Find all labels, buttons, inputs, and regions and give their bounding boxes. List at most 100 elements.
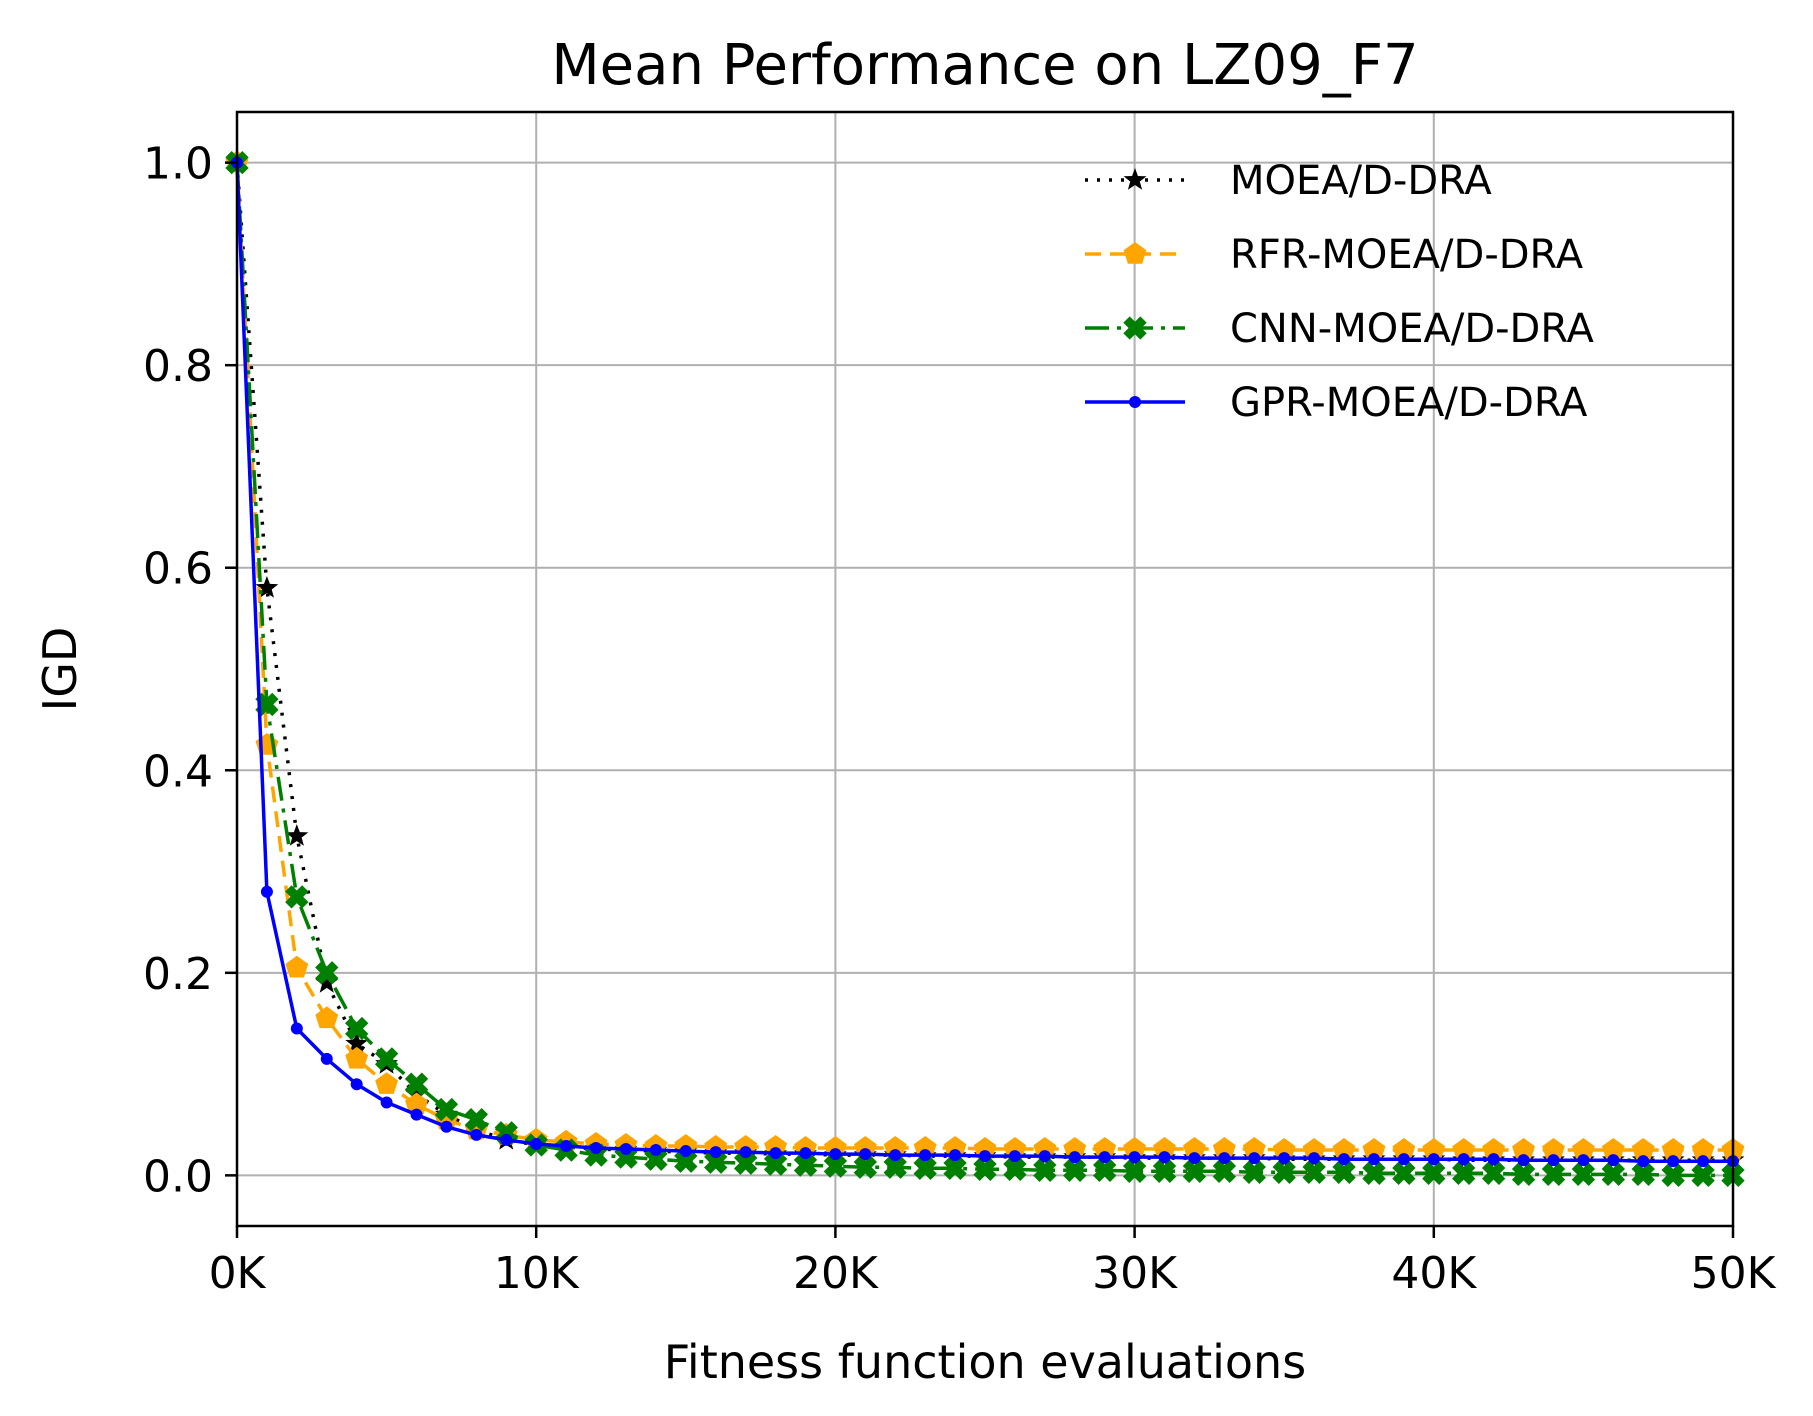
data-point (1093, 1137, 1117, 1159)
data-point (1571, 1162, 1596, 1187)
marker-bar (374, 1047, 399, 1071)
data-point (1542, 1138, 1565, 1160)
marker-bar (345, 1016, 369, 1041)
data-point (1397, 1153, 1410, 1166)
data-point (913, 1156, 937, 1180)
data-point (1123, 1137, 1146, 1159)
data-point (1278, 1152, 1291, 1165)
data-point (1152, 1159, 1177, 1183)
data-point (919, 1149, 932, 1162)
marker-bar (1003, 1157, 1027, 1181)
data-point (380, 1096, 393, 1109)
data-point (1332, 1160, 1356, 1184)
data-point (1063, 1137, 1087, 1159)
data-point (470, 1128, 483, 1141)
marker-bar (1033, 1158, 1057, 1182)
data-point (1661, 1163, 1685, 1188)
data-point (1003, 1137, 1027, 1159)
x-tick-label: 0K (209, 1248, 267, 1299)
data-point (1183, 1137, 1206, 1159)
data-point (859, 1148, 872, 1161)
data-point (1212, 1137, 1236, 1159)
x-axis-label: Fitness function evaluations (664, 1335, 1306, 1389)
data-point (763, 1152, 788, 1176)
data-point (1302, 1138, 1326, 1160)
marker-bar (1422, 1161, 1446, 1186)
marker-bar (1122, 1159, 1147, 1183)
data-point (1667, 1155, 1680, 1168)
marker-bar (614, 1145, 638, 1169)
marker-bar (1093, 1158, 1117, 1182)
data-point (1242, 1160, 1266, 1184)
marker-bar (1541, 1162, 1566, 1187)
legend-entry: RFR-MOEA/D-DRA (1085, 232, 1584, 278)
data-point (1182, 1159, 1207, 1183)
data-point (1547, 1154, 1560, 1167)
legend: MOEA/D-DRA RFR-MOEA/D-DRA CNN-MOEA/D-DRA GP… (1085, 158, 1595, 426)
data-point (1452, 1138, 1476, 1160)
data-point (1128, 1151, 1141, 1164)
data-point (739, 1146, 752, 1159)
data-point (979, 1150, 991, 1163)
data-point (853, 1155, 877, 1179)
series-4 (231, 156, 1739, 1168)
data-point (260, 885, 273, 898)
x-tick-label: 40K (1391, 1248, 1477, 1299)
data-point (1691, 1163, 1715, 1188)
marker-bar (943, 1156, 967, 1180)
marker-bar (1212, 1159, 1237, 1183)
legend-entry: GPR-MOEA/D-DRA (1085, 380, 1588, 426)
marker-bar (763, 1152, 788, 1176)
data-point (1422, 1161, 1446, 1186)
data-point (285, 955, 309, 978)
data-point (345, 1031, 369, 1054)
data-point (1631, 1162, 1655, 1187)
data-point (1038, 1150, 1051, 1163)
marker-bar (823, 1154, 848, 1178)
data-point (1272, 1160, 1296, 1184)
data-point (1631, 1138, 1655, 1160)
data-point (1427, 1153, 1440, 1166)
data-point (1362, 1138, 1386, 1160)
data-point (943, 1136, 967, 1158)
x-tick-label: 50K (1691, 1248, 1777, 1299)
legend-marker (1123, 242, 1147, 264)
plot-frame (235, 110, 1735, 1228)
data-point (733, 1151, 758, 1175)
data-point (1697, 1155, 1710, 1168)
data-point (404, 1072, 429, 1096)
data-point (530, 1137, 543, 1150)
data-point (1637, 1155, 1650, 1168)
data-point (823, 1154, 848, 1178)
data-point (1392, 1161, 1416, 1186)
data-point (913, 1136, 937, 1158)
data-point (1302, 1160, 1326, 1184)
data-point (560, 1139, 573, 1152)
marker-bar (733, 1151, 758, 1175)
series-layer (225, 150, 1745, 1188)
data-point (949, 1149, 962, 1162)
data-point (889, 1149, 902, 1162)
y-tick-label: 0.8 (143, 341, 213, 392)
marker-bar (285, 885, 309, 909)
data-point (1422, 1138, 1446, 1160)
data-point (1093, 1158, 1117, 1182)
marker-bar (704, 1150, 728, 1174)
data-point (315, 970, 339, 993)
legend-label: GPR-MOEA/D-DRA (1230, 380, 1588, 426)
marker-bar (1302, 1160, 1326, 1184)
data-point (405, 1092, 428, 1115)
data-point (315, 1006, 339, 1029)
data-point (1248, 1152, 1261, 1165)
data-point (1601, 1138, 1625, 1160)
data-point (374, 1047, 399, 1071)
x-tick-label: 30K (1092, 1248, 1178, 1299)
data-point (1122, 1159, 1147, 1183)
data-point (1452, 1161, 1476, 1186)
data-point (1308, 1152, 1321, 1165)
data-point (1511, 1162, 1536, 1187)
marker-bar (1571, 1162, 1596, 1187)
marker-bar (315, 961, 339, 985)
data-point (1367, 1153, 1380, 1166)
